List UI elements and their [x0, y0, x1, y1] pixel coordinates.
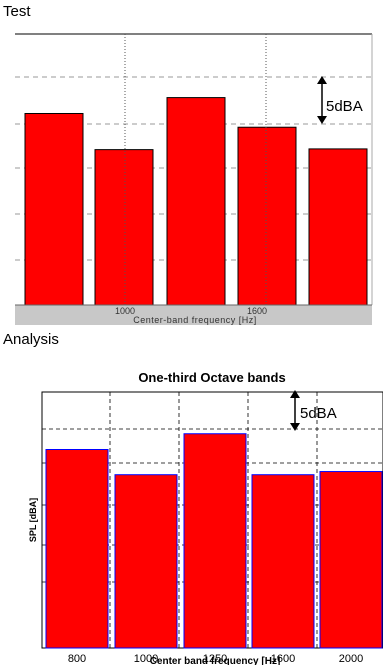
annotation-arrowhead-down — [290, 423, 300, 431]
x-axis-label: Center-band frequency [Hz] — [133, 315, 257, 325]
bar-1000 — [94, 149, 154, 306]
tick-label: 1000 — [134, 653, 158, 665]
bar-2000 — [319, 471, 383, 649]
tick-label: 800 — [68, 653, 86, 665]
bar-1250 — [183, 433, 247, 649]
tick-label: 1600 — [271, 653, 295, 665]
x-axis-label: Center band frequency [Hz] — [150, 656, 281, 665]
tick-label: 2000 — [339, 653, 363, 665]
tick-label: 1600 — [247, 306, 267, 316]
tick-label: 1000 — [115, 306, 135, 316]
bar-800 — [45, 449, 109, 649]
tick-label: 1250 — [203, 653, 227, 665]
test-section-title: Test — [3, 3, 31, 20]
bar-800 — [24, 112, 84, 306]
analysis-section-title: Analysis — [3, 331, 59, 348]
annotation-label: 5dBA — [300, 405, 337, 422]
chart-title: One-third Octave bands — [138, 370, 285, 385]
y-axis-label: SPL [dBA] — [28, 498, 38, 542]
x-axis-band — [15, 305, 372, 325]
annotation-arrowhead-up — [317, 76, 327, 84]
bar-1600 — [251, 474, 315, 649]
bar-2000 — [308, 148, 368, 306]
bar-1250 — [166, 97, 226, 306]
annotation-label: 5dBA — [326, 98, 363, 115]
annotation-arrowhead-up — [290, 390, 300, 398]
annotation-arrowhead-down — [317, 116, 327, 124]
analysis-chart: One-third Octave bands 800 1000 1250 1600 200… — [28, 370, 383, 665]
bar-1600 — [237, 126, 297, 306]
bar-1000 — [114, 474, 178, 649]
